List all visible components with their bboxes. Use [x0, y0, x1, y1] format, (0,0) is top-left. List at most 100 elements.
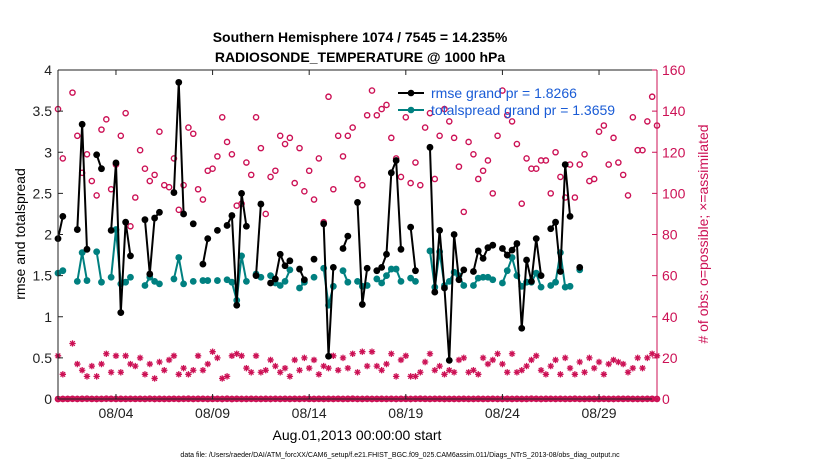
spread-point — [276, 282, 284, 289]
rmse-point — [238, 189, 245, 197]
rmse-line-segment — [201, 238, 209, 265]
obs-assimilated-point — [93, 373, 100, 380]
obs-possible-point — [624, 192, 632, 199]
rmse-point — [252, 272, 260, 280]
obs-assimilated-point — [436, 362, 443, 370]
obs-possible-point — [416, 181, 424, 189]
rmse-point — [499, 245, 506, 252]
rmse-point — [556, 268, 564, 275]
obs-assimilated-point — [315, 371, 323, 378]
obs-assimilated-point — [644, 354, 651, 362]
obs-assimilated-point — [431, 367, 438, 374]
rmse-point — [426, 143, 434, 151]
obs-assimilated-point — [615, 358, 622, 366]
obs-assimilated-point — [219, 375, 226, 382]
obs-assimilated-point — [470, 367, 477, 374]
obs-assimilated-point — [132, 362, 139, 370]
obs-assimilated-point — [344, 364, 352, 372]
obs-assimilated-point — [146, 360, 153, 368]
rmse-point — [528, 277, 535, 285]
rmse-point — [445, 356, 453, 364]
y-left-tick-label: 2 — [44, 227, 52, 243]
rmse-point — [223, 222, 231, 229]
obs-possible-point — [291, 179, 299, 187]
obs-possible-point — [547, 190, 555, 197]
obs-assimilated-point — [581, 369, 588, 376]
obs-possible-point — [605, 161, 612, 168]
obs-possible-point — [542, 157, 550, 164]
rmse-point — [431, 288, 439, 296]
rmse-point — [358, 301, 366, 308]
obs-possible-point — [218, 113, 226, 121]
spread-point — [387, 265, 395, 273]
legend-spread-label: totalspread grand pr = 1.3659 — [431, 102, 615, 118]
x-tick-label: 08/09 — [195, 405, 230, 421]
legend-rmse-label: rmse grand pr = 1.8266 — [431, 85, 577, 101]
obs-assimilated-point — [59, 371, 67, 378]
rmse-point — [523, 256, 530, 264]
spread-point — [499, 279, 506, 287]
obs-possible-point — [286, 134, 294, 142]
obs-assimilated-point — [180, 364, 187, 372]
rmse-point — [180, 210, 187, 218]
obs-possible-point — [644, 118, 651, 125]
spread-point — [407, 274, 415, 282]
obs-possible-point — [310, 196, 318, 203]
rmse-point — [112, 159, 120, 167]
rmse-line-segment — [409, 226, 417, 271]
obs-assimilated-point — [78, 367, 86, 374]
obs-possible-point — [383, 101, 390, 109]
rmse-point — [344, 232, 352, 240]
obs-assimilated-point — [475, 371, 482, 378]
obs-possible-point — [223, 138, 231, 146]
spread-point — [426, 247, 434, 255]
spread-point — [566, 282, 574, 290]
rmse-point — [175, 78, 183, 86]
obs-assimilated-point — [388, 350, 395, 357]
obs-possible-point — [648, 93, 656, 101]
rmse-point — [436, 226, 444, 234]
y-right-tick-label: 0 — [662, 391, 670, 407]
y-right-tick-label: 100 — [662, 185, 686, 201]
obs-assimilated-point — [542, 371, 550, 378]
spread-point — [503, 267, 511, 275]
obs-assimilated-point — [426, 350, 434, 357]
obs-assimilated-point — [533, 352, 540, 360]
spread-point — [78, 249, 86, 256]
obs-possible-point — [243, 159, 250, 166]
obs-assimilated-point — [267, 356, 274, 364]
spread-point — [242, 277, 250, 285]
spread-point — [83, 277, 91, 284]
obs-assimilated-point — [98, 360, 105, 368]
obs-possible-point — [276, 132, 284, 140]
obs-possible-point — [595, 128, 603, 135]
obs-assimilated-point — [518, 367, 525, 374]
obs-possible-point — [494, 132, 501, 140]
obs-possible-point — [445, 118, 453, 125]
rmse-series — [54, 78, 584, 364]
spread-point — [479, 273, 487, 281]
obs-possible-point — [397, 173, 405, 181]
obs-possible-point — [209, 165, 216, 172]
obs-possible-point — [103, 116, 110, 123]
y-right-tick-label: 80 — [662, 227, 678, 243]
y-left-tick-label: 1 — [44, 309, 52, 325]
obs-assimilated-point — [523, 362, 530, 370]
obs-possible-point — [214, 153, 221, 160]
rmse-point — [518, 324, 526, 332]
obs-assimilated-point — [484, 360, 492, 368]
obs-assimilated-point — [421, 358, 429, 366]
rmse-point — [73, 226, 81, 233]
data-file-footnote: data file: /Users/raeder/DAI/ATM_forcXX/… — [180, 452, 620, 459]
obs-possible-point — [581, 151, 588, 158]
obs-possible-point — [354, 175, 361, 183]
obs-possible-point — [368, 87, 376, 94]
spread-point — [228, 278, 236, 286]
rmse-point — [441, 284, 448, 292]
rmse-point — [537, 272, 545, 280]
spread-point — [156, 280, 163, 288]
obs-assimilated-point — [634, 354, 641, 362]
obs-assimilated-point — [446, 367, 453, 374]
rmse-point — [228, 212, 236, 219]
spread-point — [281, 277, 289, 285]
